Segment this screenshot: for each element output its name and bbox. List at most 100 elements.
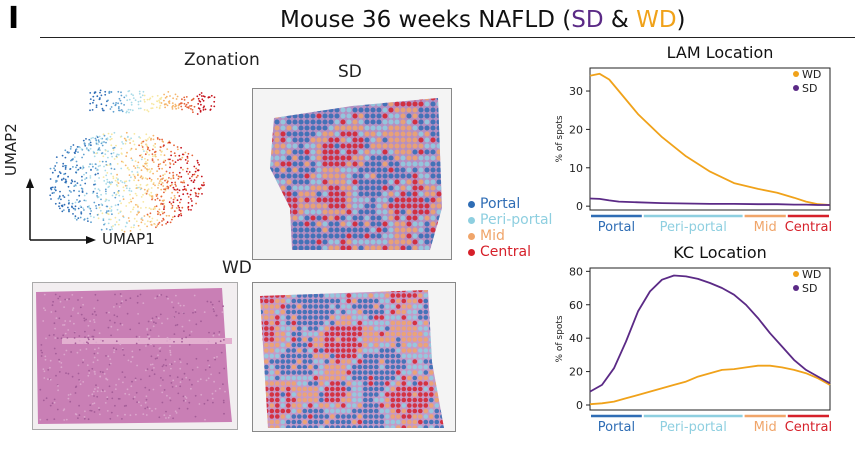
he-speck: [193, 294, 196, 297]
he-speck: [179, 304, 182, 307]
spatial-spot: [292, 233, 298, 239]
spatial-spot: [302, 326, 308, 331]
spatial-spot: [406, 414, 412, 419]
spatial-spot: [292, 167, 298, 173]
spatial-spot: [412, 185, 418, 191]
spatial-spot: [334, 191, 340, 197]
zone-label: Portal: [598, 420, 635, 435]
spatial-spot: [280, 298, 286, 304]
umap-point: [143, 94, 146, 97]
spatial-spot: [362, 353, 368, 359]
spatial-spot: [313, 392, 319, 397]
spatial-spot: [352, 209, 358, 215]
spatial-spot: [388, 197, 394, 203]
spatial-spot: [329, 304, 335, 309]
spatial-spot: [357, 353, 363, 359]
he-speck: [157, 335, 160, 338]
umap-point: [89, 212, 92, 215]
zone-label: Peri-portal: [660, 420, 727, 435]
spatial-spot: [318, 408, 324, 414]
umap-point: [137, 224, 140, 227]
he-speck: [89, 404, 92, 406]
spatial-spot: [368, 397, 374, 403]
he-speck: [116, 328, 119, 331]
umap-point: [128, 98, 131, 101]
umap-point: [73, 151, 76, 154]
spatial-spot: [269, 320, 275, 326]
spatial-spot: [370, 209, 376, 215]
umap-point: [146, 190, 149, 193]
zone-label: Mid: [754, 420, 777, 435]
umap-point: [169, 158, 171, 161]
spatial-spot: [304, 203, 310, 209]
spatial-spot: [334, 209, 340, 215]
spatial-spot: [364, 167, 370, 173]
spatial-spot: [362, 331, 368, 337]
spatial-spot: [313, 298, 319, 304]
umap-point: [182, 188, 185, 191]
spatial-spot: [280, 353, 286, 359]
spatial-spot: [274, 167, 280, 173]
spatial-spot: [313, 414, 319, 419]
umap-point: [182, 168, 184, 171]
he-speck: [161, 365, 164, 368]
umap-point: [118, 219, 121, 221]
spatial-spot: [292, 215, 298, 221]
umap-point: [95, 152, 98, 155]
he-speck: [150, 355, 153, 358]
spatial-spot: [412, 293, 418, 298]
spatial-spot: [384, 353, 390, 359]
he-speck: [212, 401, 214, 404]
spatial-spot: [328, 137, 334, 143]
spatial-spot: [401, 353, 407, 359]
umap-point: [143, 100, 146, 103]
he-speck: [121, 418, 123, 420]
title-wd: WD: [636, 7, 677, 33]
spatial-spot: [351, 326, 357, 331]
spatial-spot: [296, 403, 302, 408]
umap-point: [144, 162, 147, 165]
spatial-spot: [358, 203, 364, 209]
spatial-spot: [358, 197, 364, 203]
spatial-spot: [340, 326, 346, 331]
he-speck: [205, 379, 208, 382]
legend-mid-label: Mid: [480, 228, 505, 244]
umap-point: [103, 180, 106, 182]
spatial-spot: [400, 107, 406, 113]
he-speck: [118, 378, 120, 381]
spatial-spot: [368, 392, 374, 397]
spatial-spot: [388, 185, 394, 191]
legend-peri-portal-label: Peri-portal: [480, 212, 553, 228]
he-speck: [87, 336, 89, 339]
spatial-spot: [334, 125, 340, 131]
he-speck: [177, 392, 180, 395]
spatial-spot: [307, 419, 313, 425]
he-speck: [87, 418, 90, 421]
he-speck: [78, 335, 81, 337]
spatial-spot: [395, 326, 401, 331]
umap-point: [135, 194, 138, 197]
spatial-spot: [280, 370, 286, 375]
spatial-spot: [362, 304, 368, 309]
spatial-spot: [328, 233, 334, 239]
umap-point: [130, 226, 133, 229]
umap-point: [84, 182, 87, 185]
he-speck: [43, 377, 46, 379]
spatial-spot: [316, 119, 322, 125]
he-speck: [98, 408, 101, 411]
he-speck: [96, 390, 99, 393]
spatial-spot: [417, 375, 423, 381]
spatial-spot: [296, 326, 302, 331]
umap-point: [106, 178, 109, 181]
spatial-spot: [364, 203, 370, 209]
spatial-spot: [406, 408, 412, 414]
spatial-spot: [274, 370, 280, 375]
spatial-spot: [417, 315, 423, 320]
umap-point: [91, 163, 94, 166]
spatial-spot: [340, 209, 346, 215]
he-speck: [93, 370, 96, 373]
spatial-spot: [379, 397, 385, 403]
spatial-spot: [340, 309, 346, 315]
spatial-spot: [382, 137, 388, 143]
spatial-spot: [368, 342, 374, 348]
